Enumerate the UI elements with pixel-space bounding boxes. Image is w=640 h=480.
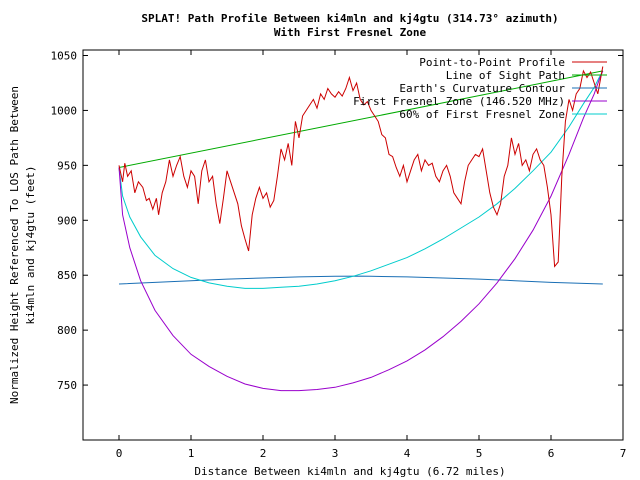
y-tick-label: 800 bbox=[57, 324, 77, 337]
x-axis-ticks: 0 1 2 3 4 5 6 7 bbox=[116, 50, 627, 460]
chart-subtitle: With First Fresnel Zone bbox=[274, 26, 427, 39]
y-axis-label-line-1: Normalized Height Referenced To LOS Path… bbox=[8, 86, 21, 404]
x-tick-label: 2 bbox=[260, 447, 267, 460]
series-line-line-of-sight-path bbox=[118, 70, 603, 168]
series-line-first-fresnel-zone-146-520-mhz bbox=[118, 70, 604, 392]
y-tick-label: 900 bbox=[57, 214, 77, 227]
legend-label: Point-to-Point Profile bbox=[419, 56, 565, 69]
y-tick-label: 750 bbox=[57, 379, 77, 392]
y-tick-label: 950 bbox=[57, 159, 77, 172]
y-tick-label: 1000 bbox=[51, 104, 78, 117]
x-axis-label: Distance Between ki4mln and kj4gtu (6.72… bbox=[194, 465, 505, 478]
y-axis-ticks: 750 800 850 900 950 1000 1050 bbox=[51, 49, 623, 392]
legend-label: 60% of First Fresnel Zone bbox=[399, 108, 565, 121]
y-tick-label: 850 bbox=[57, 269, 77, 282]
plot-frame bbox=[82, 49, 624, 441]
x-tick-label: 1 bbox=[188, 447, 195, 460]
x-tick-label: 6 bbox=[548, 447, 555, 460]
y-axis-label-line-2: ki4mln and kj4gtu (feet) bbox=[24, 166, 37, 325]
y-tick-label: 1050 bbox=[51, 49, 78, 62]
x-tick-label: 0 bbox=[116, 447, 123, 460]
series-line-60-of-first-fresnel-zone bbox=[118, 70, 604, 289]
series-lines bbox=[118, 66, 604, 392]
x-tick-label: 3 bbox=[332, 447, 339, 460]
legend-label: Line of Sight Path bbox=[446, 69, 565, 82]
legend-label: Earth's Curvature Contour bbox=[399, 82, 565, 95]
x-tick-label: 5 bbox=[476, 447, 483, 460]
series-line-point-to-point-profile bbox=[118, 66, 604, 268]
x-tick-label: 7 bbox=[620, 447, 627, 460]
legend-label: First Fresnel Zone (146.520 MHz) bbox=[353, 95, 565, 108]
series-line-earth-s-curvature-contour bbox=[118, 275, 603, 285]
x-tick-label: 4 bbox=[404, 447, 411, 460]
chart-title: SPLAT! Path Profile Between ki4mln and k… bbox=[141, 12, 558, 25]
